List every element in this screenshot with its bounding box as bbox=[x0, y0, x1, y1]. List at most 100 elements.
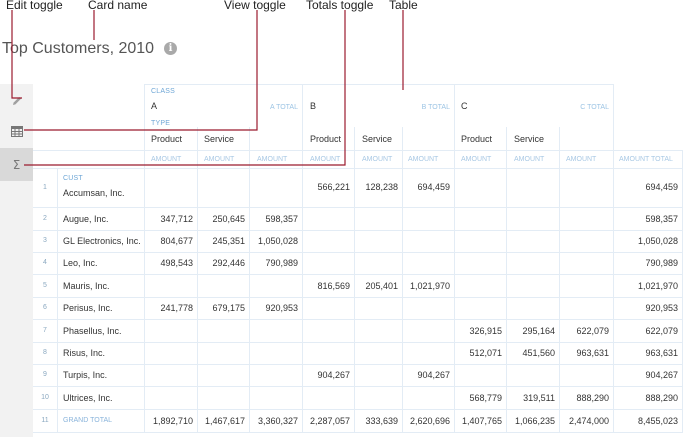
table-cell: 2,287,057 bbox=[309, 416, 350, 426]
table-cell: 622,079 bbox=[576, 326, 609, 336]
type-b-product: Product bbox=[310, 134, 342, 144]
row-number: 7 bbox=[43, 327, 47, 334]
row-number: 10 bbox=[41, 394, 49, 401]
table-cell: 1,892,710 bbox=[152, 416, 193, 426]
customer-name: Phasellus, Inc. bbox=[63, 326, 122, 336]
table-cell: 598,357 bbox=[265, 214, 298, 224]
amount-label-a-product: AMOUNT bbox=[151, 156, 182, 163]
customer-name: Accumsan, Inc. bbox=[63, 188, 125, 198]
row-number: 5 bbox=[43, 282, 47, 289]
sigma-icon: Σ bbox=[12, 157, 21, 172]
type-a-service: Service bbox=[204, 134, 235, 144]
pencil-icon bbox=[12, 96, 21, 105]
group-b-name: B bbox=[310, 101, 317, 111]
table-cell: 1,050,028 bbox=[637, 236, 678, 246]
row-number: 11 bbox=[41, 417, 49, 424]
table-cell: 498,543 bbox=[160, 258, 193, 268]
table-cell: 1,407,765 bbox=[461, 416, 502, 426]
table-cell: 904,267 bbox=[317, 370, 350, 380]
table-cell: 2,620,696 bbox=[409, 416, 450, 426]
amount-label-b-total: AMOUNT bbox=[408, 156, 439, 163]
table-cell: 904,267 bbox=[645, 370, 678, 380]
table-cell: 1,050,028 bbox=[257, 236, 298, 246]
table-cell: 904,267 bbox=[417, 370, 450, 380]
totals-toggle[interactable]: Σ bbox=[0, 148, 33, 181]
table-cell: 598,357 bbox=[645, 214, 678, 224]
group-a-total-label: A TOTAL bbox=[269, 104, 298, 111]
table-cell: 241,778 bbox=[160, 303, 193, 313]
table-cell: 347,712 bbox=[160, 214, 193, 224]
row-number: 9 bbox=[43, 371, 47, 378]
table-cell: 245,351 bbox=[212, 236, 245, 246]
table-cell: 622,079 bbox=[645, 326, 678, 336]
table-cell: 250,645 bbox=[212, 214, 245, 224]
table-cell: 888,290 bbox=[576, 393, 609, 403]
table-cell: 920,953 bbox=[645, 303, 678, 313]
amount-label-c-total: AMOUNT bbox=[566, 156, 597, 163]
row-number: 1 bbox=[43, 184, 47, 191]
amount-label-c-product: AMOUNT bbox=[461, 156, 492, 163]
customer-name: Mauris, Inc. bbox=[63, 281, 110, 291]
table-cell: 1,021,970 bbox=[409, 281, 450, 291]
customer-name: Augue, Inc. bbox=[63, 214, 109, 224]
edit-toggle[interactable] bbox=[0, 84, 33, 117]
table-cell: 679,175 bbox=[212, 303, 245, 313]
table-cell: 790,989 bbox=[645, 258, 678, 268]
grand-total-label: GRAND TOTAL bbox=[63, 417, 113, 424]
table-cell: 326,915 bbox=[469, 326, 502, 336]
table-cell: 1,066,235 bbox=[514, 416, 555, 426]
table-cell: 804,677 bbox=[160, 236, 193, 246]
pivot-table: CLASS A A TOTAL B B TOTAL C C TOTAL TYPE… bbox=[33, 84, 683, 437]
view-toggle[interactable] bbox=[0, 115, 33, 148]
table-cell: 888,290 bbox=[645, 393, 678, 403]
customer-name: Ultrices, Inc. bbox=[63, 393, 113, 403]
group-c-name: C bbox=[461, 101, 468, 111]
table-cell: 8,455,023 bbox=[637, 416, 678, 426]
callout-view-toggle: View toggle bbox=[224, 0, 286, 12]
table-cell: 295,164 bbox=[522, 326, 555, 336]
cust-label: CUST bbox=[63, 175, 83, 182]
table-cell: 1,467,617 bbox=[204, 416, 245, 426]
table-cell: 694,459 bbox=[417, 182, 450, 192]
table-cell: 292,446 bbox=[212, 258, 245, 268]
table-cell: 205,401 bbox=[365, 281, 398, 291]
table-cell: 694,459 bbox=[645, 182, 678, 192]
table-cell: 512,071 bbox=[469, 348, 502, 358]
row-number: 2 bbox=[43, 215, 47, 222]
customer-name: GL Electronics, Inc. bbox=[63, 236, 141, 246]
amount-label-b-product: AMOUNT bbox=[310, 156, 341, 163]
table-cell: 3,360,327 bbox=[257, 416, 298, 426]
table-cell: 963,631 bbox=[645, 348, 678, 358]
table-cell: 2,474,000 bbox=[568, 416, 609, 426]
table-cell: 451,560 bbox=[522, 348, 555, 358]
customer-name: Risus, Inc. bbox=[63, 348, 106, 358]
row-number: 8 bbox=[43, 349, 47, 356]
table-grid-lines bbox=[33, 84, 683, 433]
type-label: TYPE bbox=[151, 120, 171, 127]
table-cell: 1,021,970 bbox=[637, 281, 678, 291]
group-b-total-label: B TOTAL bbox=[421, 104, 450, 111]
customer-name: Turpis, Inc. bbox=[63, 370, 108, 380]
table-cell: 790,989 bbox=[265, 258, 298, 268]
amount-label-a-service: AMOUNT bbox=[204, 156, 235, 163]
info-icon[interactable]: i bbox=[164, 42, 177, 55]
type-a-product: Product bbox=[151, 134, 183, 144]
class-label: CLASS bbox=[151, 88, 175, 95]
table-cell: 319,511 bbox=[523, 393, 555, 403]
table-cell: 333,639 bbox=[365, 416, 398, 426]
customer-name: Leo, Inc. bbox=[63, 258, 98, 268]
row-number: 4 bbox=[43, 259, 47, 266]
row-number: 6 bbox=[43, 304, 47, 311]
type-c-service: Service bbox=[514, 134, 545, 144]
type-b-service: Service bbox=[362, 134, 393, 144]
amount-label-b-service: AMOUNT bbox=[362, 156, 393, 163]
customer-name: Perisus, Inc. bbox=[63, 303, 113, 313]
table-cell: 128,238 bbox=[365, 182, 398, 192]
callout-totals-toggle: Totals toggle bbox=[306, 0, 374, 12]
card-title: Top Customers, 2010 bbox=[2, 40, 155, 57]
table-grid-icon bbox=[10, 126, 23, 137]
table-cell: 568,779 bbox=[469, 393, 502, 403]
callout-card-name: Card name bbox=[88, 0, 148, 12]
table-cell: 816,569 bbox=[317, 281, 350, 291]
amount-label-a-total: AMOUNT bbox=[257, 156, 288, 163]
